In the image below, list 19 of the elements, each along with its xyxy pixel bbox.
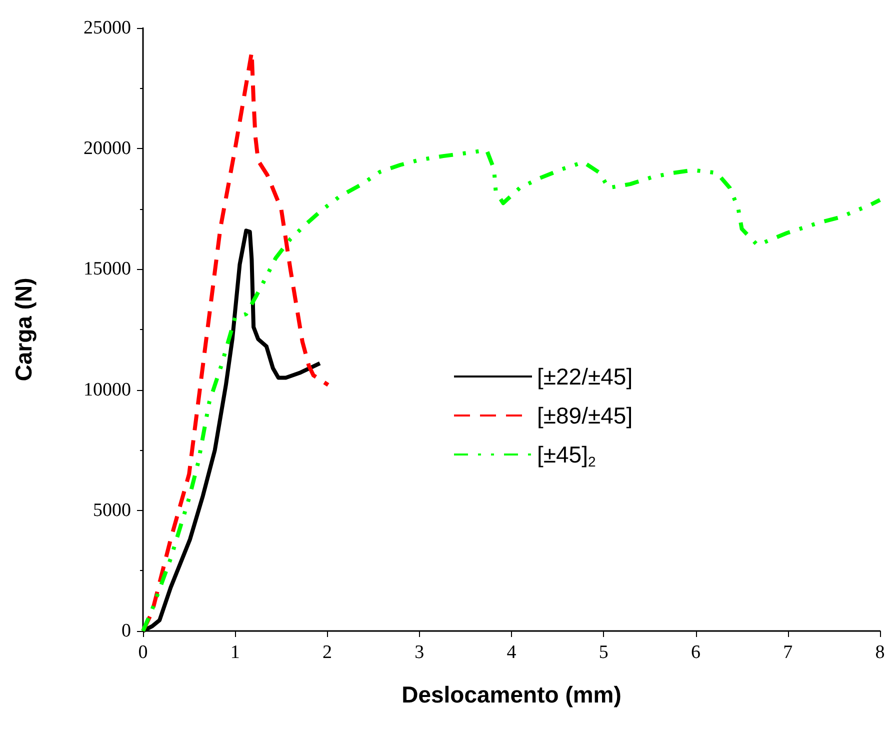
x-tick-label: 7 (783, 642, 793, 663)
y-tick-label: 10000 (84, 379, 131, 400)
legend-label: [±89/±45] (537, 402, 633, 428)
y-tick-label: 15000 (84, 258, 131, 280)
legend-label: [±22/±45] (537, 364, 633, 390)
x-tick-label: 1 (230, 642, 240, 663)
x-tick-label: 3 (414, 642, 424, 663)
x-tick-label: 8 (875, 642, 885, 663)
x-tick-label: 6 (691, 642, 700, 663)
x-tick-label: 5 (598, 642, 608, 663)
y-tick-label: 5000 (93, 500, 131, 521)
y-tick-label: 25000 (84, 18, 131, 38)
x-tick-label: 0 (138, 642, 148, 663)
x-tick-label: 2 (322, 642, 332, 663)
y-axis-title: Carga (N) (10, 278, 36, 382)
x-axis-title: Deslocamento (mm) (402, 682, 622, 708)
y-tick-label: 0 (122, 620, 131, 642)
x-tick-label: 4 (506, 642, 517, 663)
y-tick-label: 20000 (84, 138, 131, 160)
